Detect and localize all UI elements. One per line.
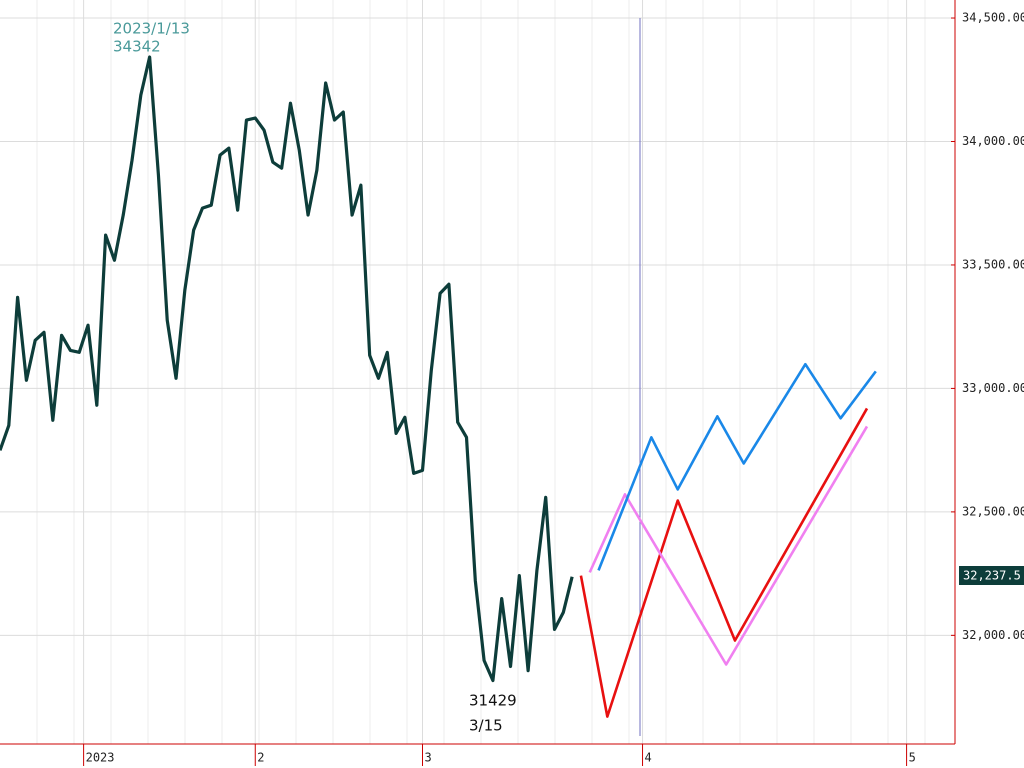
last-price-label: 32,237.5 xyxy=(963,569,1021,583)
plot xyxy=(0,55,877,718)
annotation: 3/15 xyxy=(469,717,503,735)
series-line xyxy=(579,407,869,718)
x-tick-label: 2023 xyxy=(86,751,115,765)
grid xyxy=(0,0,955,744)
y-tick-label: 32,500.00 xyxy=(962,504,1024,518)
y-tick-label: 33,500.00 xyxy=(962,257,1024,271)
x-tick-label: 5 xyxy=(909,751,916,765)
series-line xyxy=(597,362,877,571)
y-tick-label: 33,000.00 xyxy=(962,381,1024,395)
series-line xyxy=(0,55,574,683)
y-tick-label: 32,000.00 xyxy=(962,628,1024,642)
annotation: 34342 xyxy=(113,38,161,56)
last-price-box xyxy=(959,566,1024,585)
y-tick-label: 34,000.00 xyxy=(962,134,1024,148)
y-tick-label: 34,500.00 xyxy=(962,11,1024,25)
x-tick-label: 3 xyxy=(424,751,431,765)
annotation: 31429 xyxy=(469,692,517,710)
x-tick-label: 4 xyxy=(645,751,652,765)
series-line xyxy=(588,425,869,666)
x-tick-label: 2 xyxy=(257,751,264,765)
annotation: 2023/1/13 xyxy=(113,20,190,38)
